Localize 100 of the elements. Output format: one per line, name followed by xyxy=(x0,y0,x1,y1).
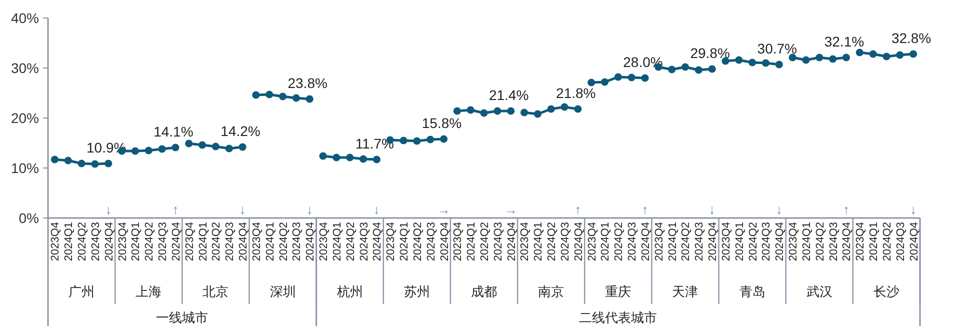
point xyxy=(547,105,555,113)
x-tick-label: 2023Q4 xyxy=(452,222,464,262)
text: 深圳 xyxy=(270,284,296,299)
annotation: ↓ xyxy=(776,202,782,217)
text: 北京 xyxy=(202,284,229,299)
point xyxy=(788,54,796,62)
point xyxy=(50,156,59,164)
x-tick-label: 2024Q1 xyxy=(63,222,76,262)
point xyxy=(198,141,206,149)
x-tick-label: 2023Q4 xyxy=(184,222,196,262)
point xyxy=(91,160,99,168)
x-tick-label: 2023Q4 xyxy=(586,222,598,262)
annotation: ↑ xyxy=(842,202,850,217)
point xyxy=(64,156,72,164)
point xyxy=(225,144,233,152)
x-tick-label: 2024Q2 xyxy=(278,222,290,262)
point xyxy=(507,107,515,115)
text: 重庆 xyxy=(605,284,632,299)
x-tick-label: 2024Q4 xyxy=(506,222,518,262)
point xyxy=(480,109,488,117)
point xyxy=(842,54,850,62)
text: 武汉 xyxy=(806,284,832,299)
point xyxy=(306,95,314,103)
x-tick-label: 2024Q4 xyxy=(103,222,116,262)
x-tick-label: 2023Q4 xyxy=(116,222,129,262)
x-tick-label: 2024Q1 xyxy=(666,222,679,262)
data-label: 15.8% xyxy=(422,115,462,131)
point xyxy=(896,51,904,59)
x-tick-label: 2024Q2 xyxy=(344,222,357,262)
point xyxy=(440,135,448,143)
data-label: 14.2% xyxy=(220,123,260,139)
text: 南京 xyxy=(538,284,564,299)
point xyxy=(600,78,609,86)
point xyxy=(869,50,877,58)
x-tick-label: 2024Q4 xyxy=(908,222,920,262)
point xyxy=(158,145,166,153)
x-tick-label: 2024Q4 xyxy=(774,222,786,262)
point xyxy=(266,90,274,98)
x-tick-label: 2024Q3 xyxy=(425,222,438,262)
data-label: 30.7% xyxy=(757,40,797,56)
point xyxy=(426,136,434,144)
x-tick-label: 2024Q4 xyxy=(304,222,317,262)
x-tick-label: 2024Q4 xyxy=(841,222,854,262)
text: 二线代表城市 xyxy=(579,310,658,325)
x-tick-label: 2024Q4 xyxy=(438,222,451,262)
x-tick-label: 2024Q3 xyxy=(828,222,840,262)
x-tick-label: 2024Q1 xyxy=(600,222,612,262)
point xyxy=(359,155,368,163)
x-tick-label: 2024Q1 xyxy=(532,222,545,262)
x-tick-label: 2024Q4 xyxy=(372,222,384,262)
x-tick-label: 2024Q1 xyxy=(398,222,411,262)
x-tick-label: 2024Q2 xyxy=(881,222,894,262)
data-label: 21.4% xyxy=(488,87,529,103)
x-tick-label: 2024Q4 xyxy=(572,222,585,262)
x-tick-label: 2024Q3 xyxy=(492,222,504,262)
point xyxy=(708,65,716,73)
x-tick-label: 2024Q4 xyxy=(170,222,182,262)
x-tick-label: 2024Q3 xyxy=(157,222,170,262)
point xyxy=(588,78,596,86)
data-label: 32.1% xyxy=(824,34,864,50)
point xyxy=(185,140,193,148)
point xyxy=(520,108,528,116)
annotation: ↓ xyxy=(105,202,112,217)
annotation: ↓ xyxy=(373,202,380,217)
text: 天津 xyxy=(672,284,698,299)
text: 广州 xyxy=(68,284,95,299)
x-tick-label: 2023Q4 xyxy=(653,222,666,262)
annotation: ↑ xyxy=(642,202,648,217)
point xyxy=(238,143,246,151)
annotation: → xyxy=(437,202,450,217)
x-tick-label: 2024Q3 xyxy=(358,222,370,262)
point xyxy=(614,73,622,81)
x-tick-label: 2024Q3 xyxy=(90,222,102,262)
point xyxy=(372,156,380,164)
point xyxy=(144,146,152,154)
x-tick-label: 2024Q1 xyxy=(466,222,478,262)
x-tick-label: 2024Q3 xyxy=(559,222,572,262)
x-tick-label: 2024Q2 xyxy=(210,222,223,262)
x-tick-label: 2024Q2 xyxy=(412,222,424,262)
annotation: ↓ xyxy=(239,202,246,217)
point xyxy=(802,56,810,64)
x-tick-label: 2023Q4 xyxy=(250,222,263,262)
annotation: ↓ xyxy=(708,202,716,217)
point xyxy=(574,105,582,113)
point xyxy=(466,106,474,114)
y-tick-label: 30% xyxy=(10,60,39,76)
x-tick-label: 2024Q1 xyxy=(197,222,210,262)
data-label: 28.0% xyxy=(623,54,663,70)
text: 成都 xyxy=(471,284,497,299)
point xyxy=(909,50,918,58)
point xyxy=(172,144,180,152)
point xyxy=(400,136,408,144)
point xyxy=(856,48,864,56)
x-tick-label: 2023Q4 xyxy=(385,222,398,262)
point xyxy=(131,147,139,155)
x-tick-label: 2024Q1 xyxy=(331,222,344,262)
x-tick-label: 2024Q2 xyxy=(680,222,692,262)
x-tick-label: 2023Q4 xyxy=(50,222,62,262)
point xyxy=(278,92,287,100)
x-tick-label: 2024Q2 xyxy=(613,222,626,262)
